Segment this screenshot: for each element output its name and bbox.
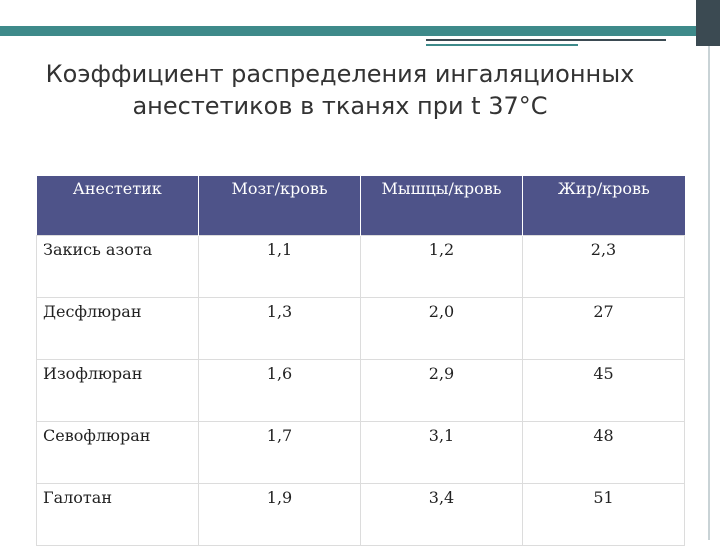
cell-muscle-blood: 3,1 xyxy=(360,421,523,484)
table-row: Десфлюран 1,3 2,0 27 xyxy=(36,297,685,360)
cell-brain-blood: 1,3 xyxy=(198,297,361,360)
cell-brain-blood: 1,1 xyxy=(198,235,361,298)
cell-muscle-blood: 2,0 xyxy=(360,297,523,360)
slide-title-line1: Коэффициент распределения ингаляционных xyxy=(45,60,635,88)
cell-muscle-blood: 2,9 xyxy=(360,359,523,422)
decorative-accent-line xyxy=(426,39,666,41)
header-brain-blood: Мозг/кровь xyxy=(198,176,361,236)
slide-title-line2: анестетиков в тканях при t 37°С xyxy=(132,92,548,120)
cell-fat-blood: 48 xyxy=(522,421,685,484)
cell-anesthetic: Закись азота xyxy=(36,235,199,298)
table-row: Изофлюран 1,6 2,9 45 xyxy=(36,359,685,422)
cell-anesthetic: Севофлюран xyxy=(36,421,199,484)
decorative-teal-strip xyxy=(0,26,696,36)
top-band xyxy=(0,0,720,26)
table-row: Севофлюран 1,7 3,1 48 xyxy=(36,421,685,484)
table-row: Закись азота 1,1 1,2 2,3 xyxy=(36,235,685,298)
header-muscle-blood: Мышцы/кровь xyxy=(360,176,523,236)
cell-brain-blood: 1,6 xyxy=(198,359,361,422)
decorative-edge-line xyxy=(708,46,710,540)
cell-fat-blood: 27 xyxy=(522,297,685,360)
cell-anesthetic: Галотан xyxy=(36,483,199,546)
decorative-accent-line-teal xyxy=(426,44,578,46)
cell-fat-blood: 45 xyxy=(522,359,685,422)
decorative-dark-block xyxy=(696,0,720,46)
cell-muscle-blood: 3,4 xyxy=(360,483,523,546)
cell-brain-blood: 1,7 xyxy=(198,421,361,484)
cell-fat-blood: 2,3 xyxy=(522,235,685,298)
header-fat-blood: Жир/кровь xyxy=(522,176,685,236)
cell-fat-blood: 51 xyxy=(522,483,685,546)
table-row: Галотан 1,9 3,4 51 xyxy=(36,483,685,546)
header-anesthetic: Анестетик xyxy=(36,176,199,236)
partition-coefficient-table: Анестетик Мозг/кровь Мышцы/кровь Жир/кро… xyxy=(36,176,685,546)
cell-anesthetic: Десфлюран xyxy=(36,297,199,360)
cell-brain-blood: 1,9 xyxy=(198,483,361,546)
table-header-row: Анестетик Мозг/кровь Мышцы/кровь Жир/кро… xyxy=(36,176,685,236)
slide-title: Коэффициент распределения ингаляционных … xyxy=(20,58,660,122)
cell-anesthetic: Изофлюран xyxy=(36,359,199,422)
cell-muscle-blood: 1,2 xyxy=(360,235,523,298)
